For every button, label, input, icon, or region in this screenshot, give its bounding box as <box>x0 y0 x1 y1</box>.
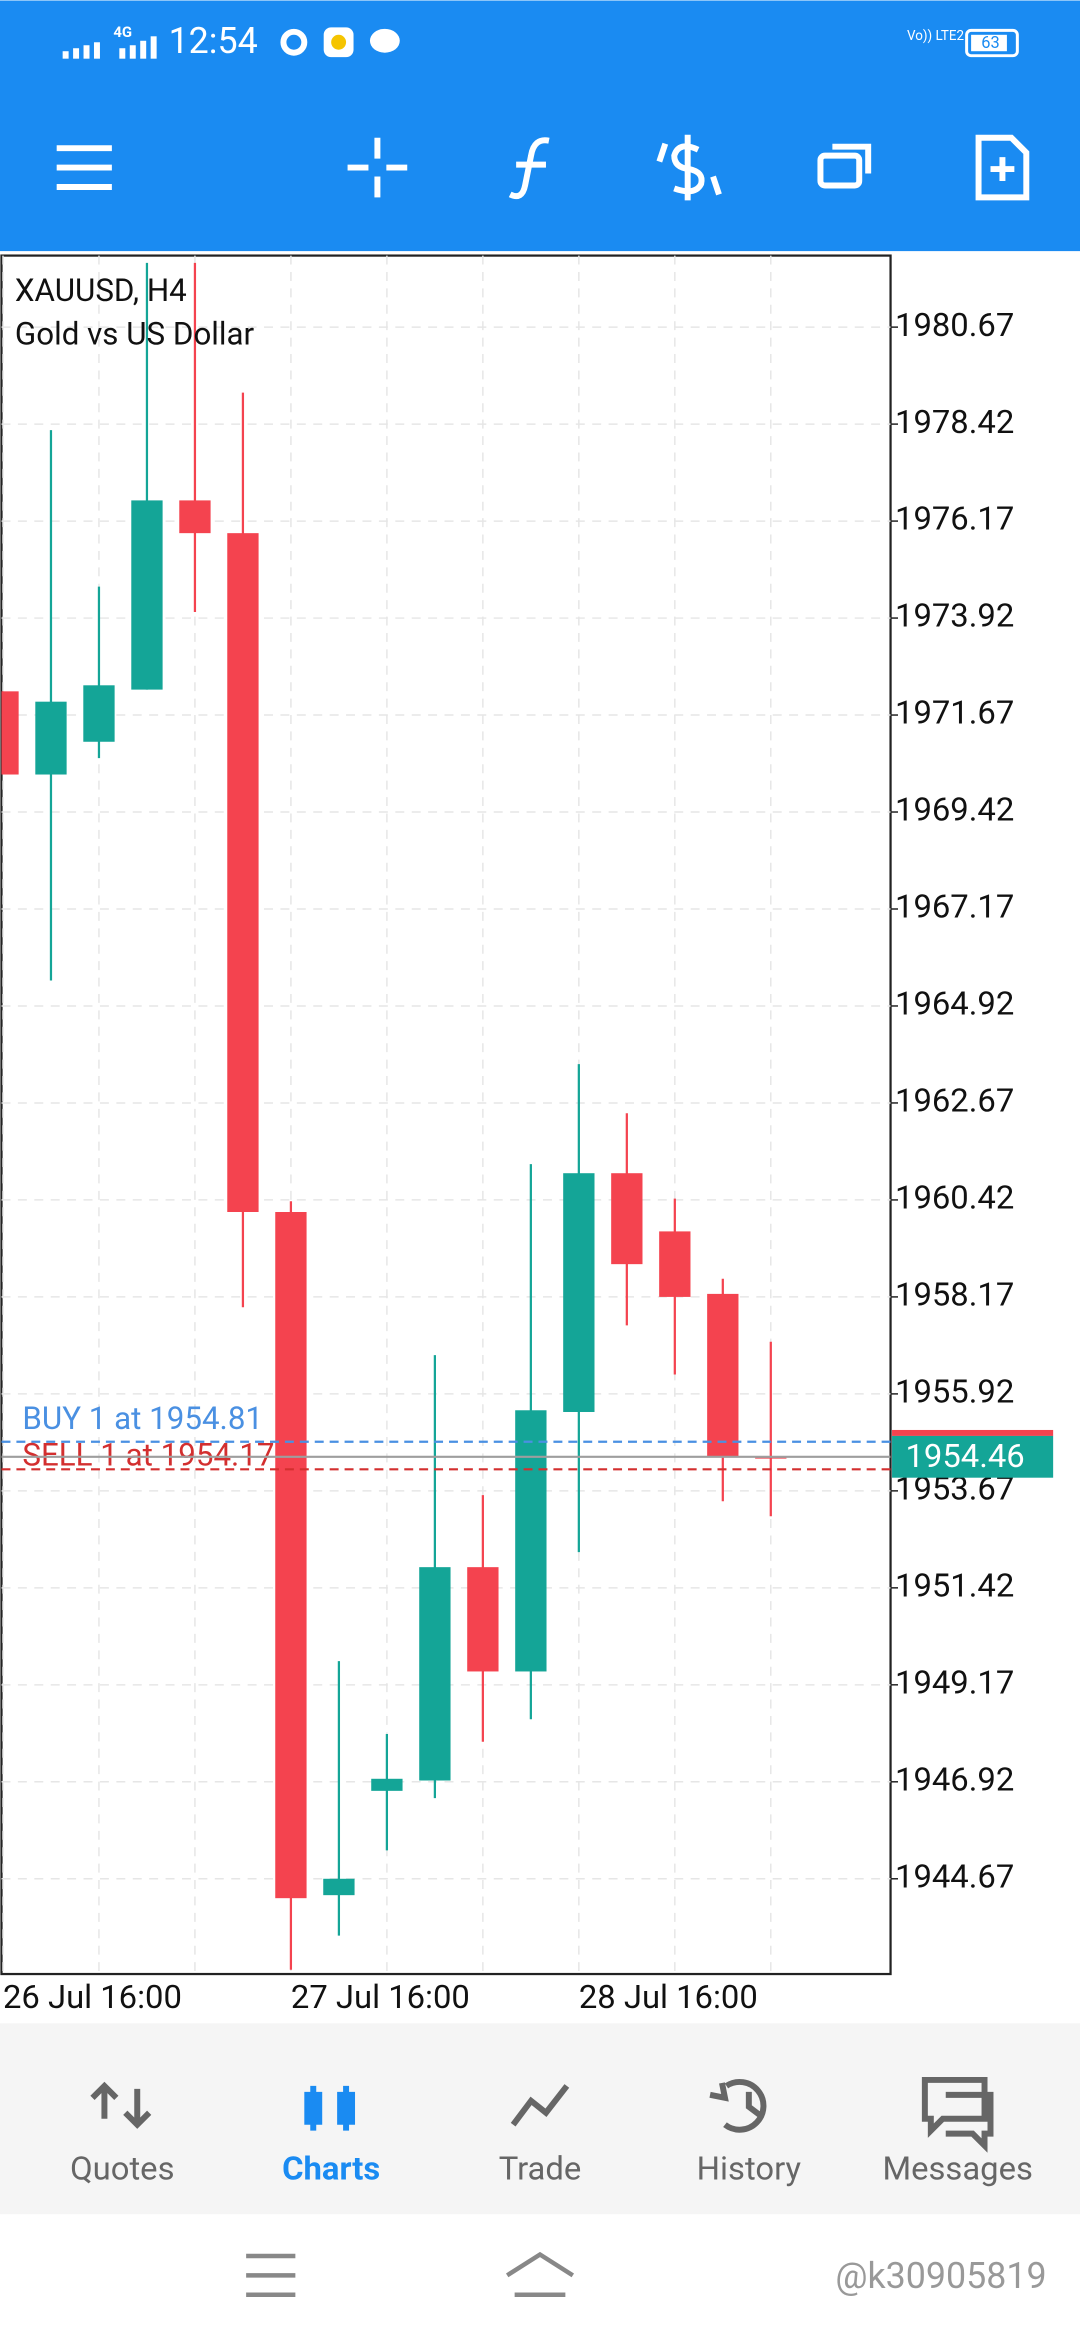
order-label: SELL 1 at 1954.17 <box>22 1437 274 1474</box>
nav-icon <box>709 2079 767 2133</box>
bottom-nav <box>0 2023 1080 2215</box>
chart-subtitle: Gold vs US Dollar <box>15 315 255 352</box>
nav-label: Charts <box>282 2151 380 2189</box>
watermark: @k30905819 <box>835 2255 1046 2297</box>
y-tick-label: 1967.17 <box>895 889 1014 927</box>
y-tick-label: 1976.17 <box>895 501 1014 539</box>
candle-body <box>1 691 19 775</box>
candle-body <box>179 500 211 534</box>
crosshair-button[interactable] <box>347 137 408 198</box>
price-box <box>892 1435 1054 1478</box>
indicators-button[interactable] <box>508 137 550 200</box>
candle-body <box>35 701 67 775</box>
ask-marker <box>892 1429 1054 1436</box>
signal-icon <box>62 36 157 59</box>
nav-icon <box>510 2084 570 2127</box>
candle-body <box>323 1878 355 1896</box>
volte-icon: Vo)) LTE2 <box>907 29 965 44</box>
y-tick-label: 1964.92 <box>895 986 1014 1024</box>
battery-level: 63 <box>981 34 999 53</box>
nav-item[interactable]: Charts <box>282 2085 380 2189</box>
y-tick-label: 1946.92 <box>895 1761 1014 1799</box>
x-tick-label: 26 Jul 16:00 <box>3 1979 182 2017</box>
system-nav <box>246 2251 575 2297</box>
nav-item[interactable]: Quotes <box>70 2081 175 2189</box>
menu-button[interactable] <box>56 145 112 190</box>
nav-item[interactable]: History <box>697 2079 802 2189</box>
candle-body <box>659 1231 691 1297</box>
x-tick-label: 28 Jul 16:00 <box>579 1979 758 2017</box>
candle-body <box>515 1410 547 1672</box>
candle-body <box>83 685 115 742</box>
price-label: 1954.46 <box>905 1438 1024 1476</box>
home-button[interactable] <box>505 2251 575 2297</box>
battery-icon <box>965 28 1019 58</box>
candle-body <box>227 533 259 1213</box>
y-tick-label: 1971.67 <box>895 695 1014 733</box>
nav-icon <box>304 2085 356 2131</box>
candle-body <box>467 1567 499 1672</box>
app-bar <box>0 0 1080 252</box>
candle-body <box>563 1173 595 1412</box>
nav-label: Quotes <box>70 2151 174 2189</box>
y-tick-label: 1960.42 <box>895 1180 1014 1218</box>
y-tick-label: 1949.17 <box>895 1664 1014 1702</box>
trade-button[interactable] <box>656 134 722 201</box>
y-tick-label: 1944.67 <box>895 1858 1014 1896</box>
y-tick-label: 1973.92 <box>895 598 1014 636</box>
candle-body <box>131 500 163 690</box>
nav-label: History <box>697 2151 802 2189</box>
network-label: 4G <box>113 23 132 41</box>
recents-button[interactable] <box>246 2253 296 2297</box>
y-tick-label: 1962.67 <box>895 1083 1014 1121</box>
nav-icon <box>921 2076 994 2153</box>
windows-button[interactable] <box>817 143 872 189</box>
nav-item[interactable]: Trade <box>499 2084 582 2189</box>
y-tick-label: 1955.92 <box>895 1374 1014 1412</box>
y-tick-label: 1978.42 <box>895 404 1014 442</box>
chart-title: XAUUSD, H4 <box>15 272 187 309</box>
candle-body <box>275 1212 307 1899</box>
new-order-button[interactable] <box>975 134 1030 201</box>
nav-item[interactable]: Messages <box>882 2076 1033 2189</box>
message-icon <box>369 28 400 53</box>
y-tick-label: 1969.42 <box>895 792 1014 830</box>
x-tick-label: 27 Jul 16:00 <box>291 1979 470 2017</box>
y-tick-label: 1951.42 <box>895 1568 1014 1606</box>
candle-body <box>419 1567 451 1781</box>
y-tick-label: 1980.67 <box>895 307 1014 345</box>
nav-label: Messages <box>882 2151 1032 2189</box>
nav-icon <box>90 2081 152 2129</box>
candle-body <box>611 1173 643 1265</box>
nav-label: Trade <box>499 2151 582 2189</box>
settings-icon <box>280 28 308 56</box>
order-label: BUY 1 at 1954.81 <box>22 1400 263 1437</box>
candle-body <box>707 1293 739 1457</box>
clock: 12:54 <box>169 20 258 62</box>
candle-body <box>371 1778 403 1791</box>
y-tick-label: 1958.17 <box>895 1277 1014 1315</box>
